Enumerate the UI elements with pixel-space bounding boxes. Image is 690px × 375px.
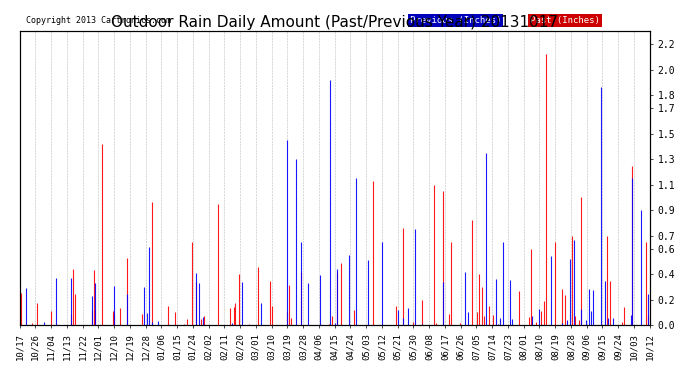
Title: Outdoor Rain Daily Amount (Past/Previous Year) 20131017: Outdoor Rain Daily Amount (Past/Previous…: [111, 15, 558, 30]
Text: Previous (Inches): Previous (Inches): [411, 16, 502, 25]
Text: Copyright 2013 Cartronics.com: Copyright 2013 Cartronics.com: [26, 16, 171, 25]
Text: Past (Inches): Past (Inches): [530, 16, 600, 25]
